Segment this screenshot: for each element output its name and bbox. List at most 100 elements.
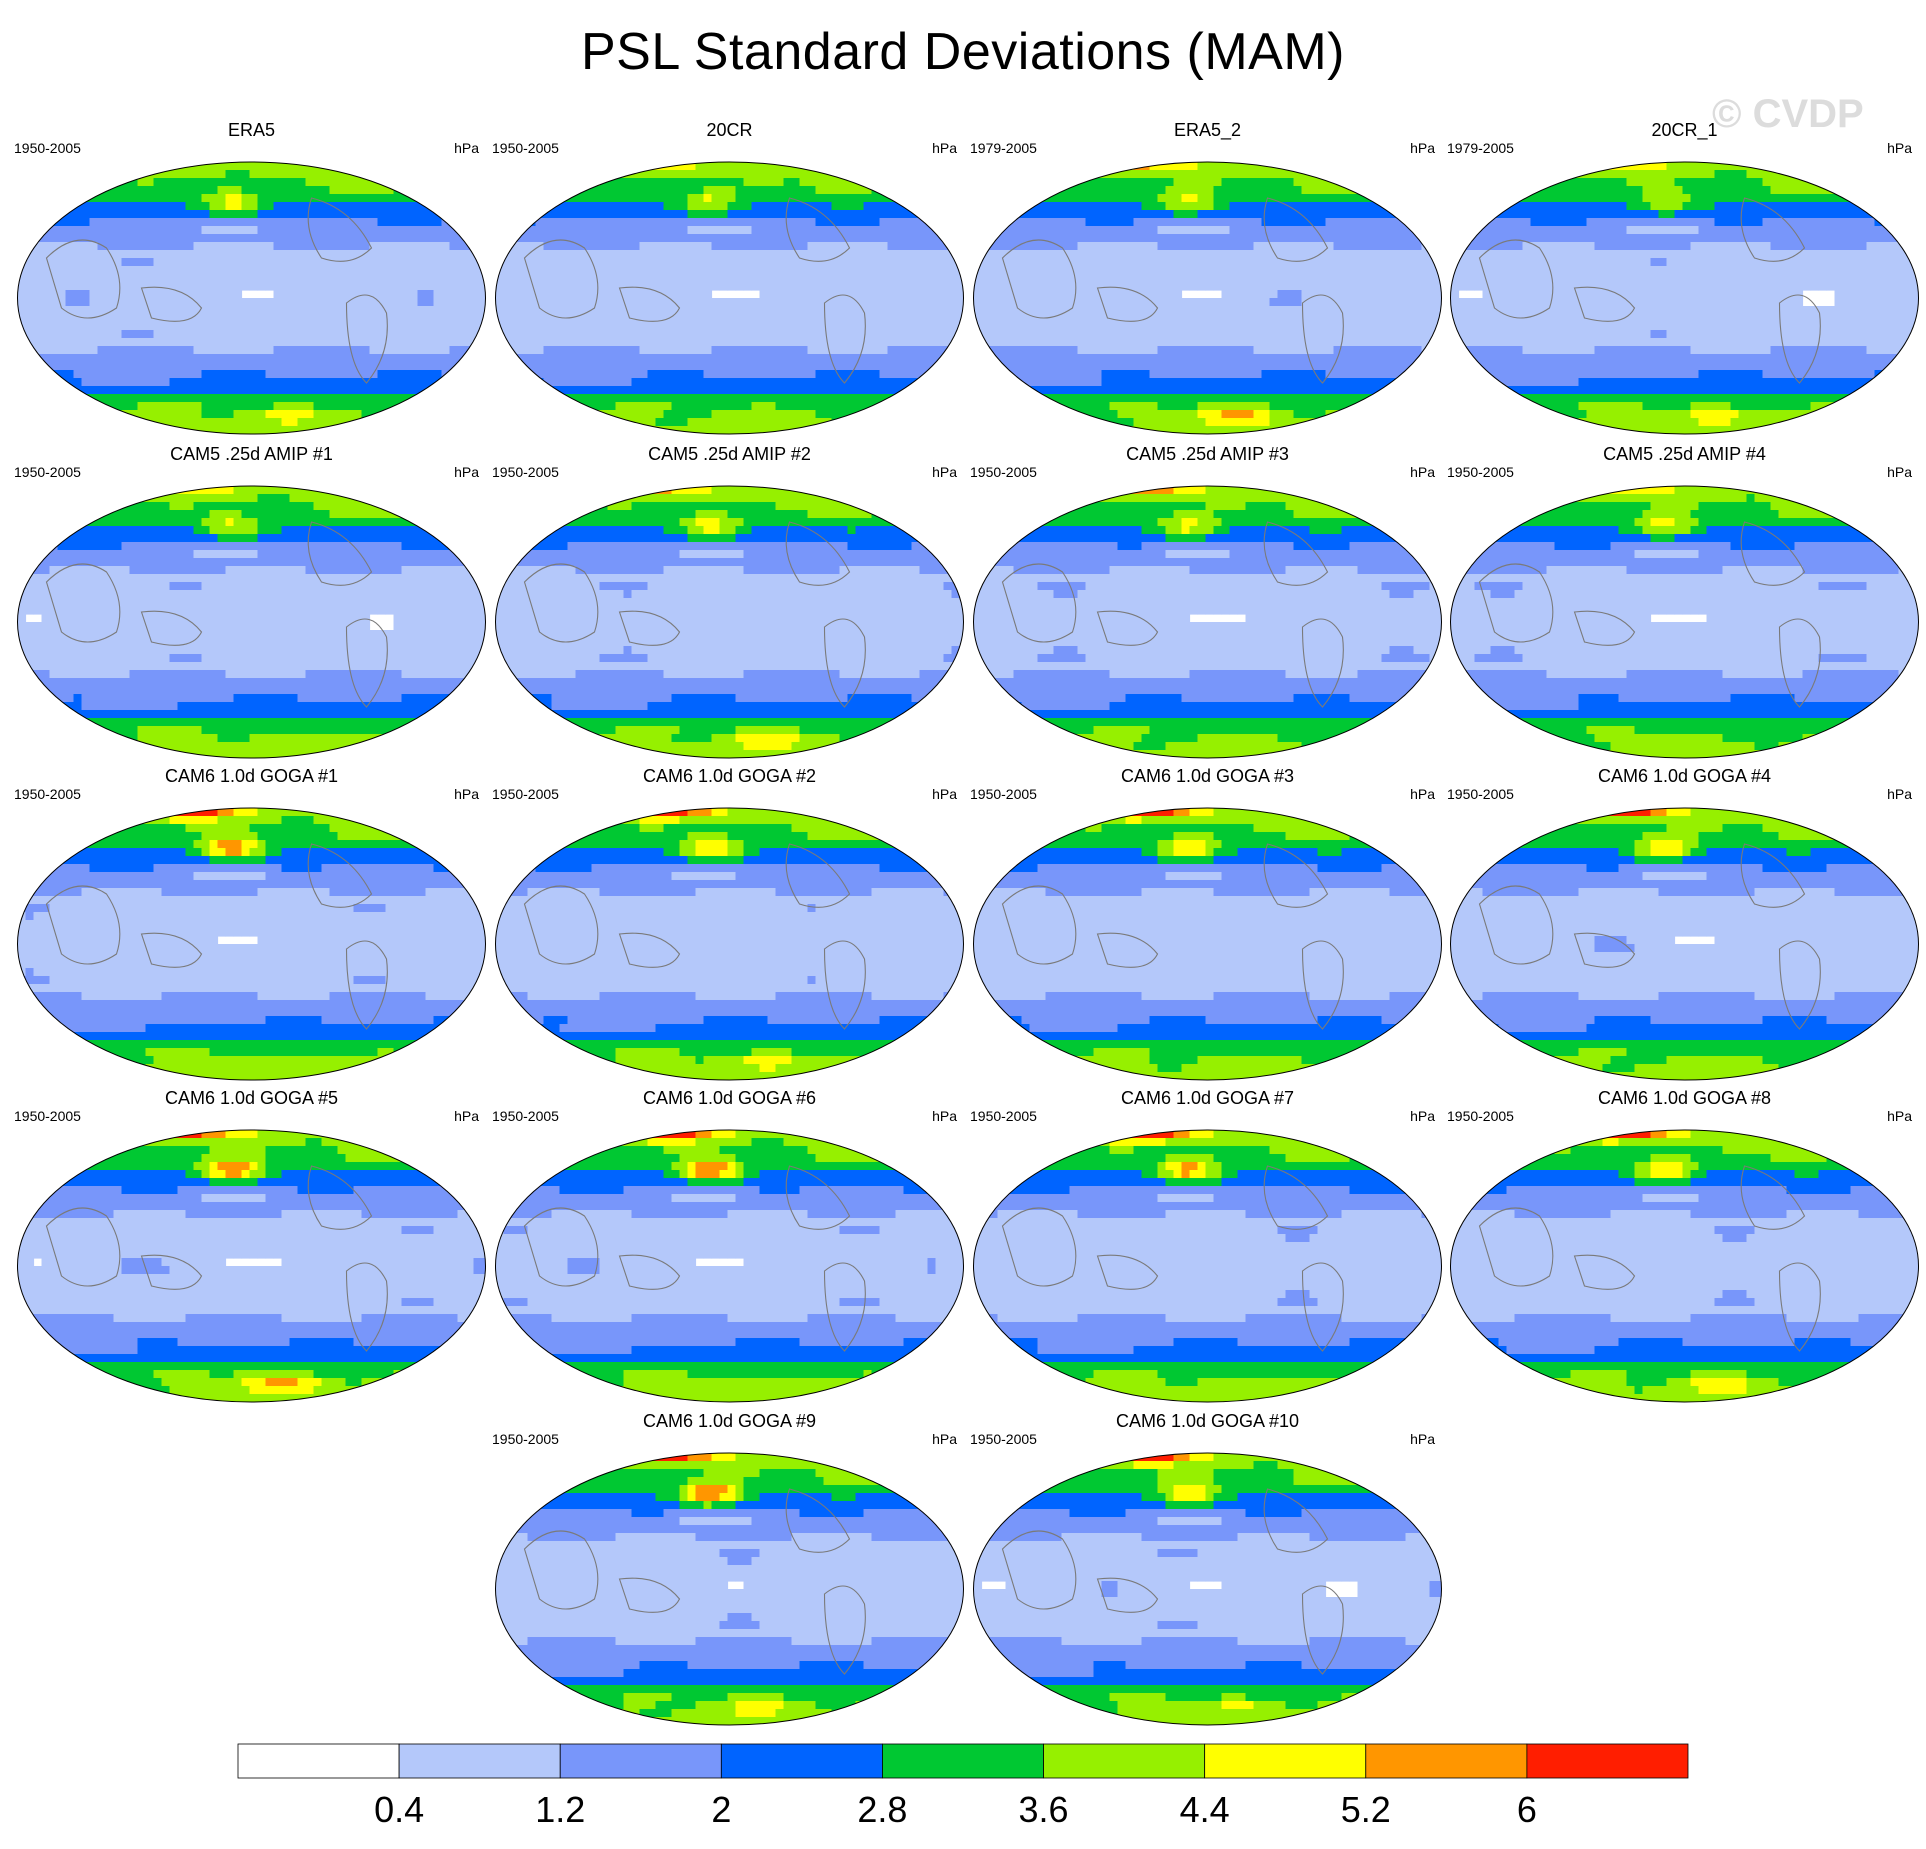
field-cell	[145, 234, 155, 243]
field-cell	[449, 202, 459, 211]
field-cell	[337, 234, 347, 243]
field-cell	[393, 362, 403, 371]
field-cell	[1365, 186, 1375, 195]
field-cell	[257, 274, 267, 283]
field-cell	[425, 402, 435, 411]
field-cell	[599, 394, 609, 403]
field-cell	[121, 418, 131, 427]
field-cell	[289, 178, 299, 187]
field-cell	[775, 298, 785, 307]
field-cell	[823, 378, 833, 387]
field-cell	[337, 274, 347, 283]
field-cell	[847, 346, 857, 355]
field-cell	[57, 346, 67, 355]
field-cell	[273, 394, 283, 403]
field-cell	[575, 330, 585, 339]
field-cell	[1253, 210, 1263, 219]
field-cell	[185, 266, 195, 275]
field-cell	[887, 290, 897, 299]
field-cell	[81, 378, 91, 387]
field-cell	[1181, 274, 1191, 283]
field-cell	[185, 186, 195, 195]
field-cell	[433, 266, 443, 275]
field-cell	[73, 274, 83, 283]
field-cell	[1189, 274, 1199, 283]
field-cell	[791, 226, 801, 235]
field-cell	[759, 282, 769, 291]
field-cell	[639, 402, 649, 411]
field-cell	[193, 378, 203, 387]
field-cell	[927, 178, 937, 187]
field-cell	[481, 290, 486, 299]
field-cell	[121, 202, 131, 211]
field-cell	[1181, 178, 1191, 187]
field-cell	[1317, 258, 1327, 267]
field-cell	[1349, 250, 1359, 259]
field-cell	[1141, 218, 1151, 227]
field-cell	[711, 218, 721, 227]
field-cell	[137, 306, 147, 315]
field-cell	[663, 418, 673, 427]
field-cell	[1245, 170, 1255, 179]
field-cell	[943, 210, 953, 219]
field-cell	[799, 338, 809, 347]
field-cell	[425, 194, 435, 203]
field-cell	[305, 194, 315, 203]
field-cell	[33, 346, 43, 355]
field-cell	[1125, 210, 1135, 219]
field-cell	[137, 386, 147, 395]
field-cell	[65, 290, 75, 299]
field-cell	[775, 306, 785, 315]
field-cell	[281, 346, 291, 355]
field-cell	[519, 162, 529, 171]
field-cell	[951, 282, 961, 291]
field-cell	[1301, 210, 1311, 219]
field-cell	[535, 338, 545, 347]
field-cell	[671, 250, 681, 259]
field-cell	[599, 418, 609, 427]
field-cell	[1077, 250, 1087, 259]
field-cell	[911, 290, 921, 299]
field-cell	[1389, 162, 1399, 171]
field-cell	[599, 298, 609, 307]
field-cell	[615, 330, 625, 339]
field-cell	[959, 178, 964, 187]
field-cell	[249, 210, 259, 219]
field-cell	[1013, 290, 1023, 299]
field-cell	[185, 394, 195, 403]
field-cell	[973, 194, 983, 203]
field-cell	[951, 354, 961, 363]
field-cell	[73, 338, 83, 347]
field-cell	[989, 202, 999, 211]
field-cell	[233, 234, 243, 243]
field-cell	[775, 346, 785, 355]
field-cell	[1253, 234, 1263, 243]
field-cell	[927, 282, 937, 291]
field-cell	[1381, 266, 1391, 275]
field-cell	[1325, 258, 1335, 267]
field-cell	[511, 202, 521, 211]
field-cell	[1245, 258, 1255, 267]
field-cell	[911, 218, 921, 227]
field-cell	[457, 298, 467, 307]
field-cell	[1317, 194, 1327, 203]
field-cell	[727, 178, 737, 187]
field-cell	[121, 274, 131, 283]
field-cell	[1349, 162, 1359, 171]
field-cell	[41, 394, 51, 403]
field-cell	[409, 418, 419, 427]
field-cell	[369, 274, 379, 283]
field-cell	[481, 282, 486, 291]
field-cell	[401, 362, 411, 371]
field-cell	[671, 194, 681, 203]
field-cell	[1309, 218, 1319, 227]
field-cell	[519, 346, 529, 355]
field-cell	[1117, 178, 1127, 187]
field-cell	[599, 274, 609, 283]
field-cell	[799, 394, 809, 403]
field-cell	[289, 426, 299, 434]
field-cell	[895, 202, 905, 211]
field-cell	[735, 338, 745, 347]
field-cell	[281, 298, 291, 307]
field-cell	[1045, 234, 1055, 243]
